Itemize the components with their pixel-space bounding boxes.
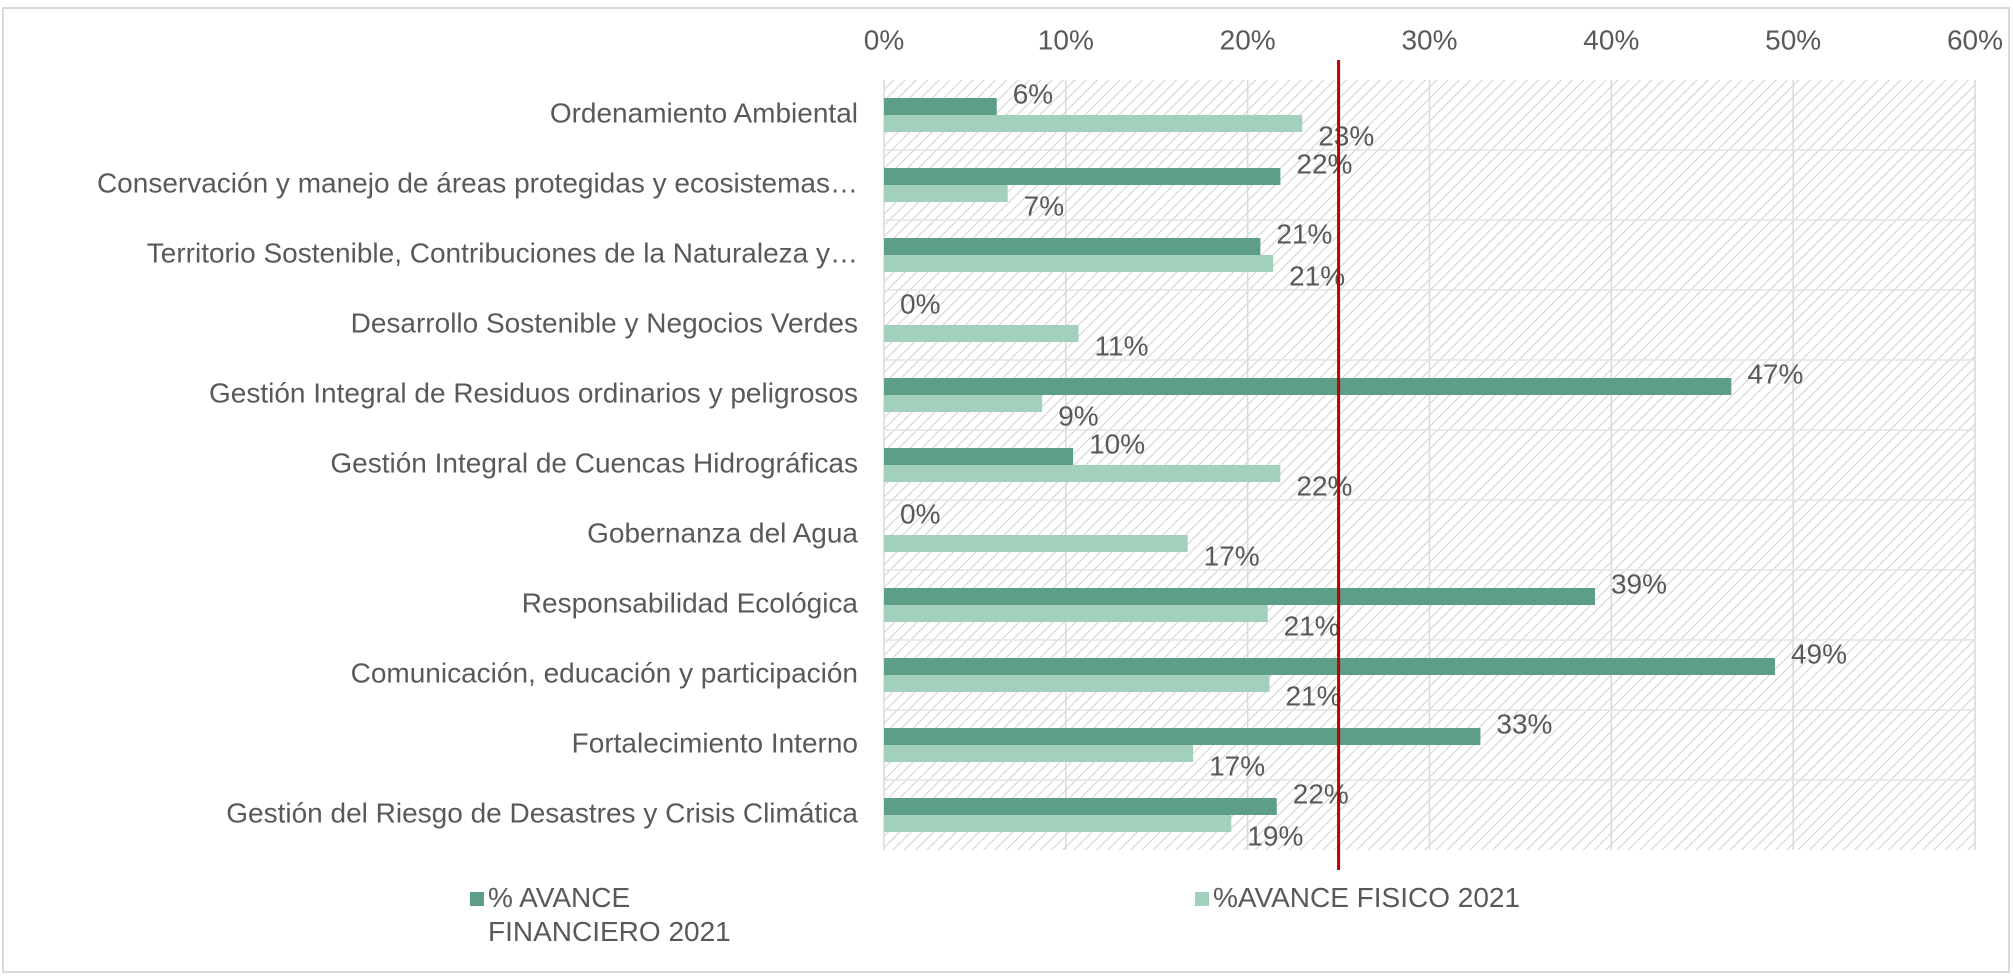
y-tick-label: Desarrollo Sostenible y Negocios Verdes [351, 307, 858, 338]
x-tick-label: 30% [1401, 24, 1457, 55]
legend-label: % AVANCE FINANCIERO 2021 [488, 882, 731, 947]
data-label: 10% [1089, 428, 1145, 459]
bar [884, 185, 1008, 202]
x-tick-label: 50% [1765, 24, 1821, 55]
data-label: 11% [1095, 330, 1149, 361]
bar [884, 378, 1732, 395]
data-label: 22% [1293, 778, 1349, 809]
data-label: 17% [1209, 750, 1265, 781]
y-tick-label: Comunicación, educación y participación [351, 657, 858, 688]
y-tick-label: Gestión Integral de Cuencas Hidrográfica… [330, 447, 858, 478]
bar [884, 815, 1232, 832]
data-label: 9% [1058, 400, 1098, 431]
bar [884, 325, 1079, 342]
bar [884, 255, 1274, 272]
data-label: 21% [1284, 610, 1340, 641]
bar [884, 658, 1775, 675]
data-label: 21% [1285, 680, 1341, 711]
data-label: 49% [1791, 638, 1847, 669]
x-tick-label: 10% [1038, 24, 1094, 55]
data-label: 19% [1247, 820, 1303, 851]
data-label: 21% [1289, 260, 1345, 291]
bar [884, 448, 1074, 465]
bar [884, 728, 1481, 745]
bar [884, 98, 997, 115]
data-label: 47% [1747, 358, 1803, 389]
data-label: 6% [1013, 78, 1053, 109]
legend-swatch [1195, 892, 1209, 906]
legend-swatch [470, 892, 484, 906]
y-tick-label: Responsabilidad Ecológica [522, 587, 859, 618]
bar [884, 168, 1281, 185]
y-tick-label: Territorio Sostenible, Contribuciones de… [147, 237, 858, 268]
y-tick-label: Ordenamiento Ambiental [550, 97, 858, 128]
bar [884, 465, 1281, 482]
bar [884, 798, 1277, 815]
bar [884, 675, 1270, 692]
y-tick-label: Conservación y manejo de áreas protegida… [97, 167, 858, 198]
y-tick-label: Gobernanza del Agua [587, 517, 858, 548]
x-tick-label: 0% [864, 24, 904, 55]
y-tick-label: Gestión del Riesgo de Desastres y Crisis… [226, 797, 858, 828]
data-label: 33% [1496, 708, 1552, 739]
y-tick-label: Fortalecimiento Interno [572, 727, 858, 758]
bar [884, 395, 1043, 412]
x-tick-label: 60% [1947, 24, 2003, 55]
chart-border [2, 7, 2010, 973]
data-label: 22% [1296, 148, 1352, 179]
bar [884, 745, 1194, 762]
x-tick-label: 20% [1220, 24, 1276, 55]
x-tick-label: 40% [1583, 24, 1639, 55]
bar [884, 238, 1261, 255]
y-tick-label: Gestión Integral de Residuos ordinarios … [209, 377, 858, 408]
legend-label: %AVANCE FISICO 2021 [1213, 882, 1521, 913]
bar [884, 605, 1268, 622]
data-label: 7% [1024, 190, 1064, 221]
bar [884, 115, 1303, 132]
data-label: 17% [1204, 540, 1260, 571]
data-label: 23% [1318, 120, 1374, 151]
data-label: 22% [1296, 470, 1352, 501]
bar [884, 588, 1595, 605]
bar [884, 535, 1188, 552]
data-label: 0% [900, 288, 940, 319]
data-label: 39% [1611, 568, 1667, 599]
data-label: 0% [900, 498, 940, 529]
data-label: 21% [1276, 218, 1332, 249]
